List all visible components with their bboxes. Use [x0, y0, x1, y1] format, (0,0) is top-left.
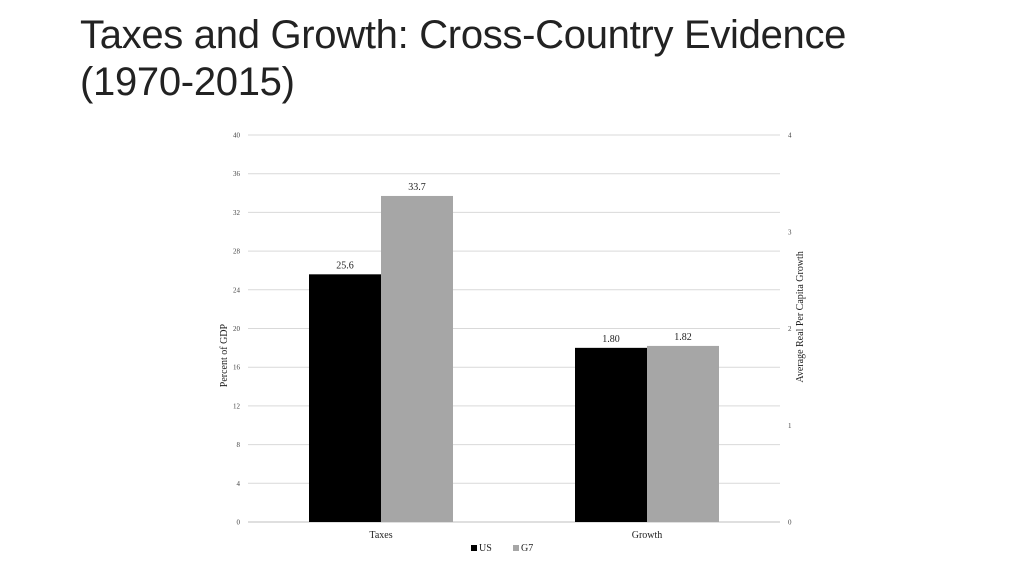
- left-tick-label: 8: [237, 441, 241, 449]
- bar-growth-g7: [647, 345, 719, 522]
- legend-swatch-us: [471, 545, 477, 551]
- right-tick-label: 4: [788, 132, 792, 140]
- left-tick-label: 16: [233, 364, 241, 372]
- left-tick-label: 4: [237, 480, 241, 488]
- legend-label-us: US: [479, 543, 492, 554]
- category-label: Growth: [632, 530, 663, 541]
- left-axis-title: Percent of GDP: [219, 323, 230, 387]
- slide-title-line-2: (1970-2015): [80, 60, 295, 104]
- data-label-taxes-us: 25.6: [336, 260, 354, 271]
- category-label: Taxes: [369, 530, 392, 541]
- left-tick-label: 24: [233, 286, 241, 294]
- slide-title: Taxes and Growth: Cross-Country Evidence…: [80, 12, 980, 106]
- bar-taxes-us: [309, 274, 381, 522]
- bar-taxes-g7: [381, 195, 453, 522]
- data-label-growth-us: 1.80: [602, 334, 620, 345]
- bar-growth-us: [575, 347, 647, 522]
- left-tick-label: 28: [233, 248, 241, 256]
- left-tick-label: 0: [237, 519, 241, 527]
- slide-title-line-1: Taxes and Growth: Cross-Country Evidence: [80, 13, 847, 57]
- left-tick-label: 36: [233, 170, 241, 178]
- right-tick-label: 0: [788, 519, 792, 527]
- left-tick-label: 12: [233, 402, 241, 410]
- right-tick-label: 2: [788, 325, 792, 333]
- left-tick-label: 32: [233, 209, 241, 217]
- data-label-taxes-g7: 33.7: [408, 182, 426, 193]
- right-tick-label: 3: [788, 228, 792, 236]
- right-axis-title: Average Real Per Capita Growth: [795, 251, 806, 382]
- legend-label-g7: G7: [521, 543, 533, 554]
- legend-swatch-g7: [513, 545, 519, 551]
- right-tick-label: 1: [788, 422, 792, 430]
- left-tick-label: 40: [233, 132, 241, 140]
- left-tick-label: 20: [233, 325, 241, 333]
- data-label-growth-g7: 1.82: [674, 332, 692, 343]
